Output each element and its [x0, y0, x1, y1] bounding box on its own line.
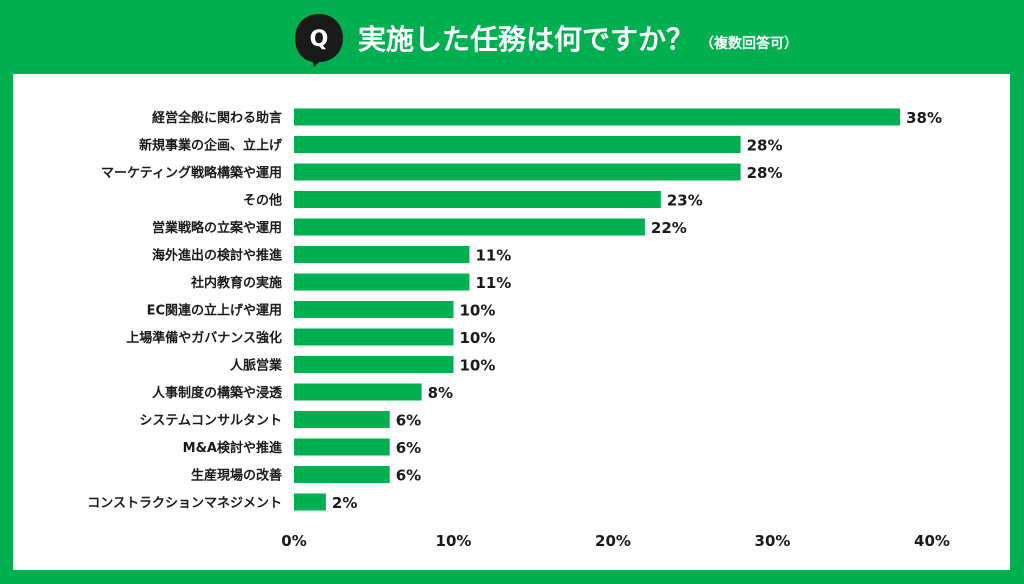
category-label: 経営全般に関わる助言: [152, 110, 282, 126]
value-label: 10%: [460, 302, 496, 320]
category-label: 人事制度の構築や浸透: [152, 385, 282, 401]
chart-panel: 経営全般に関わる助言 38% 新規事業の企画、立上げ 28% マーケティング戦略構築や運…: [13, 74, 1010, 570]
category-label: EC関連の立上げや運用: [147, 303, 282, 319]
category-label: 営業戦略の立案や運用: [152, 220, 282, 236]
category-label: 生産現場の改善: [191, 468, 282, 484]
x-tick-label: 10%: [436, 532, 472, 550]
bar: [294, 301, 454, 318]
value-label: 6%: [396, 439, 421, 457]
bar: [294, 136, 741, 153]
value-label: 38%: [906, 109, 942, 127]
bar: [294, 356, 454, 373]
bar: [294, 108, 901, 126]
x-tick-label: 20%: [595, 532, 631, 550]
x-tick-label: 0%: [281, 532, 306, 550]
bar: [294, 218, 645, 236]
category-label: M&A検討や推進: [183, 440, 282, 456]
bar: [294, 163, 741, 181]
value-label: 11%: [475, 247, 511, 265]
bar: [294, 383, 422, 401]
bar: [294, 411, 390, 428]
value-label: 10%: [460, 329, 496, 347]
bar: [294, 493, 326, 511]
category-label: システムコンサルタント: [139, 414, 282, 429]
category-label: 社内教育の実施: [190, 275, 282, 291]
value-label: 6%: [396, 467, 421, 485]
category-label: 新規事業の企画、立上げ: [139, 138, 283, 154]
category-label: コンストラクションマネジメント: [87, 496, 282, 511]
bar: [294, 328, 454, 346]
x-tick-label: 30%: [755, 532, 791, 550]
value-label: 10%: [460, 357, 496, 375]
bar: [294, 273, 470, 291]
value-label: 23%: [667, 192, 703, 210]
value-label: 28%: [747, 137, 783, 155]
category-label: 上場準備やガバナンス強化: [126, 330, 282, 346]
value-label: 11%: [475, 274, 511, 292]
bar: [294, 438, 390, 456]
bar: [294, 191, 661, 208]
x-tick-label: 40%: [914, 532, 950, 550]
category-label: マーケティング戦略構築や運用: [101, 165, 282, 181]
question-title-text: 実施した任務は何ですか？: [358, 23, 695, 56]
value-label: 22%: [651, 219, 687, 237]
bar: [294, 246, 470, 263]
value-label: 2%: [332, 494, 357, 512]
bar-chart: 経営全般に関わる助言 38% 新規事業の企画、立上げ 28% マーケティング戦略構築や運…: [87, 108, 950, 550]
question-badge-icon: Q: [293, 12, 345, 68]
value-label: 28%: [747, 164, 783, 182]
header-bar: Q 実施した任務は何ですか？ （複数回答可）: [0, 0, 1024, 74]
value-label: 6%: [396, 412, 421, 430]
question-badge-letter: Q: [310, 27, 329, 52]
category-label: 海外進出の検討や推進: [152, 248, 282, 264]
question-title: 実施した任務は何ですか？ （複数回答可）: [358, 18, 798, 58]
category-label: 人脈営業: [230, 358, 283, 374]
bar: [294, 466, 390, 483]
value-label: 8%: [428, 384, 453, 402]
multiple-answer-note: （複数回答可）: [700, 36, 799, 52]
category-label: その他: [243, 193, 282, 209]
